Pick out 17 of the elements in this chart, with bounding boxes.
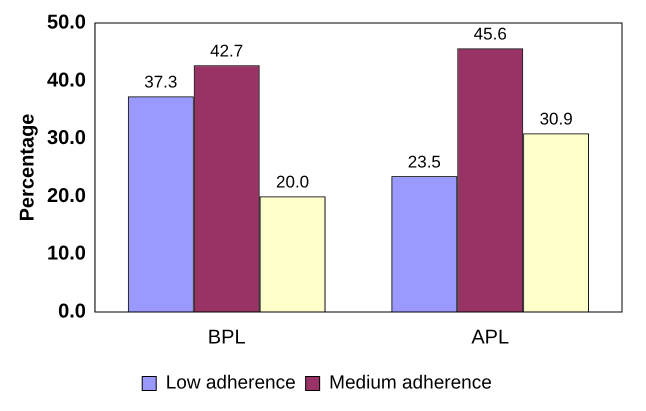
- data-label: 42.7: [210, 41, 244, 60]
- y-tick-label: 10.0: [46, 242, 86, 265]
- y-tick-label: 40.0: [46, 69, 86, 92]
- y-tick-label: 50.0: [46, 12, 86, 34]
- y-tick-label: 20.0: [46, 184, 86, 207]
- x-tick-label: BPL: [208, 326, 246, 349]
- legend-label: Low adherence: [166, 372, 296, 394]
- legend-label: Medium adherence: [329, 372, 492, 394]
- data-label: 45.6: [474, 24, 507, 44]
- y-axis-title: Percentage: [16, 114, 39, 222]
- data-label: 20.0: [276, 172, 310, 192]
- data-label: 23.5: [408, 152, 441, 172]
- x-tick-label: APL: [471, 326, 510, 349]
- data-label: 30.9: [540, 110, 573, 129]
- y-tick-label: 30.0: [46, 127, 86, 150]
- data-label: 37.3: [144, 72, 178, 92]
- y-tick-label: 0.0: [58, 300, 86, 323]
